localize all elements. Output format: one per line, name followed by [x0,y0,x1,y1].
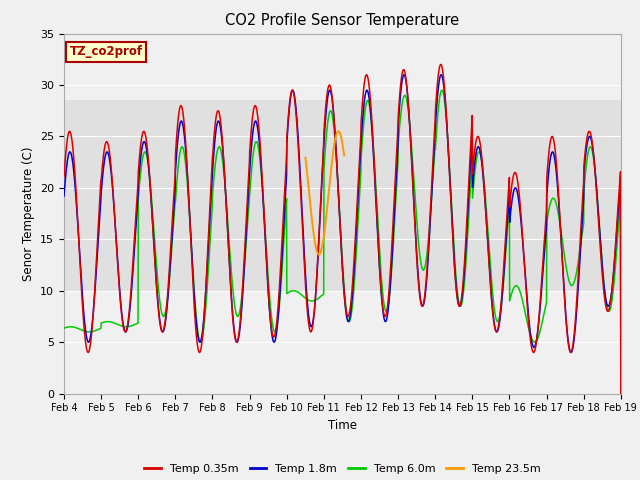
Legend: Temp 0.35m, Temp 1.8m, Temp 6.0m, Temp 23.5m: Temp 0.35m, Temp 1.8m, Temp 6.0m, Temp 2… [140,459,545,478]
Title: CO2 Profile Sensor Temperature: CO2 Profile Sensor Temperature [225,13,460,28]
Text: TZ_co2prof: TZ_co2prof [70,45,143,58]
Bar [64,100,621,291]
Y-axis label: Senor Temperature (C): Senor Temperature (C) [22,146,35,281]
X-axis label: Time: Time [328,419,357,432]
